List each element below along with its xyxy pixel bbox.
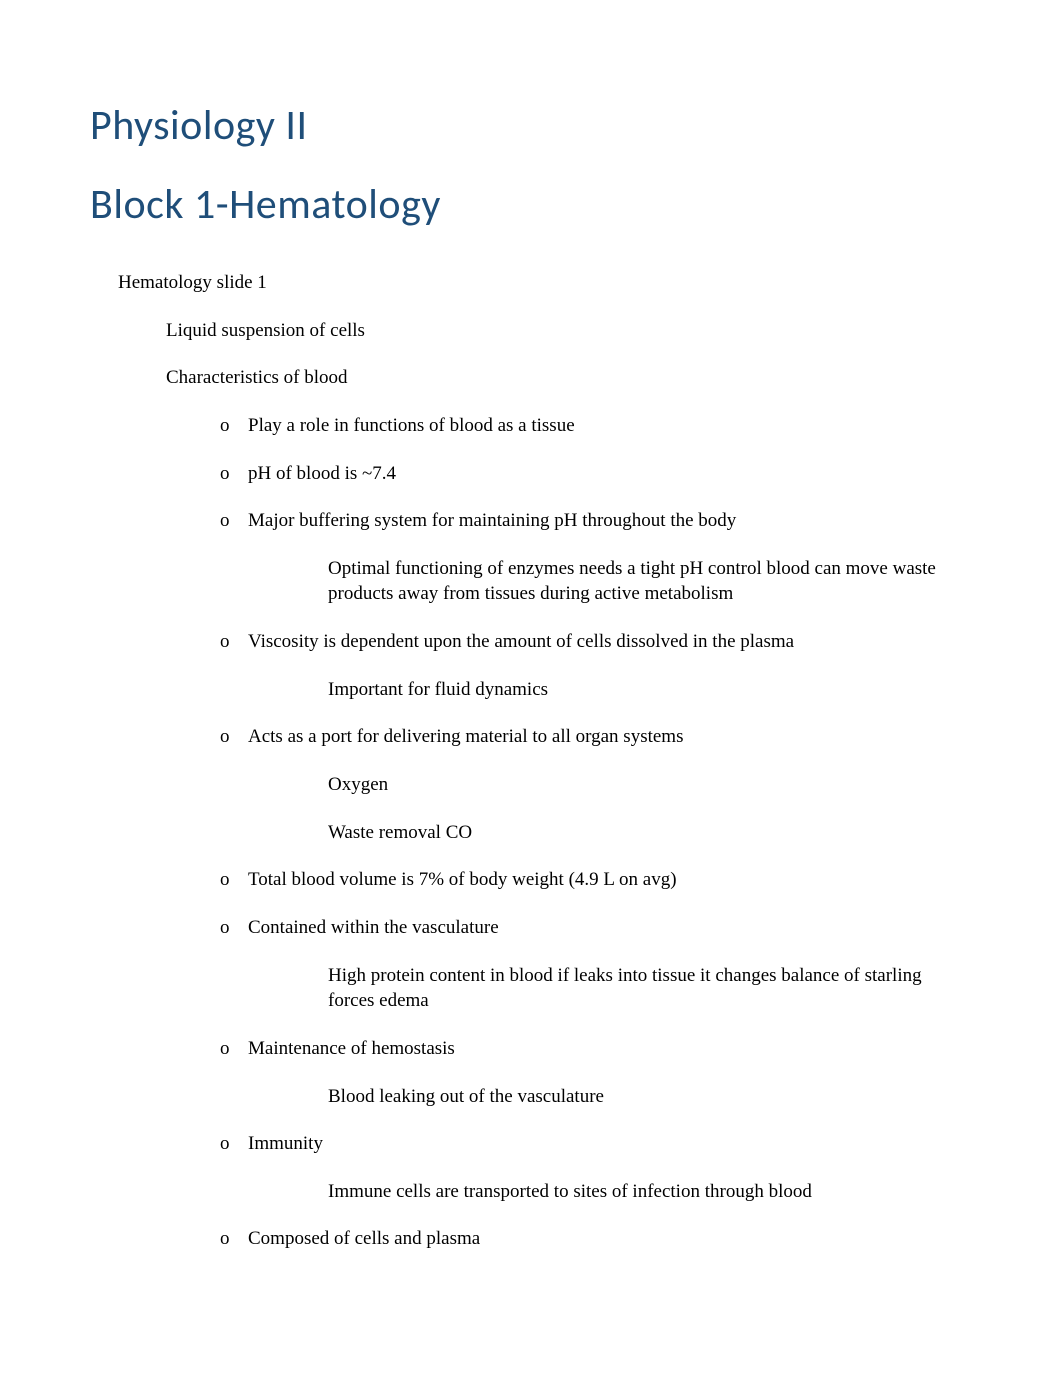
outline-item: Important for fluid dynamics — [300, 677, 972, 703]
outline-item: oTotal blood volume is 7% of body weight… — [220, 867, 972, 893]
outline-item: oComposed of cells and plasma — [220, 1226, 972, 1252]
bullet-circle-icon: o — [220, 629, 248, 655]
outline-item-text: Acts as a port for delivering material t… — [248, 724, 972, 750]
outline-item-text: Important for fluid dynamics — [328, 677, 972, 703]
outline-item: Blood leaking out of the vasculature — [300, 1084, 972, 1110]
outline-item: oViscosity is dependent upon the amount … — [220, 629, 972, 655]
document-page: Physiology II Block 1-Hematology Hematol… — [0, 0, 1062, 1354]
outline-item-text: Characteristics of blood — [166, 365, 972, 391]
outline-item: Characteristics of blood — [138, 365, 972, 391]
outline-item: oMajor buffering system for maintaining … — [220, 508, 972, 534]
outline-item: Waste removal CO — [300, 820, 972, 846]
outline-item-text: Major buffering system for maintaining p… — [248, 508, 972, 534]
bullet-circle-icon: o — [220, 1036, 248, 1062]
outline-item-text: Immune cells are transported to sites of… — [328, 1179, 972, 1205]
bullet-circle-icon: o — [220, 413, 248, 439]
outline-item: Immune cells are transported to sites of… — [300, 1179, 972, 1205]
outline-item-text: Maintenance of hemostasis — [248, 1036, 972, 1062]
outline-item-text: Liquid suspension of cells — [166, 318, 972, 344]
outline-item: oContained within the vasculature — [220, 915, 972, 941]
outline-item-text: Composed of cells and plasma — [248, 1226, 972, 1252]
bullet-circle-icon: o — [220, 1226, 248, 1252]
bullet-circle-icon: o — [220, 461, 248, 487]
outline-item: oMaintenance of hemostasis — [220, 1036, 972, 1062]
outline-item-text: Play a role in functions of blood as a t… — [248, 413, 972, 439]
outline-item-text: Hematology slide 1 — [118, 270, 972, 296]
outline-item: Liquid suspension of cells — [138, 318, 972, 344]
outline-item: High protein content in blood if leaks i… — [300, 963, 972, 1014]
outline-item-text: Oxygen — [328, 772, 972, 798]
outline-item: oActs as a port for delivering material … — [220, 724, 972, 750]
outline-item-text: Blood leaking out of the vasculature — [328, 1084, 972, 1110]
outline-item-text: Waste removal CO — [328, 820, 972, 846]
bullet-circle-icon: o — [220, 915, 248, 941]
outline-item-text: Viscosity is dependent upon the amount o… — [248, 629, 972, 655]
outline-item-text: Optimal functioning of enzymes needs a t… — [328, 556, 972, 607]
outline-item-text: Contained within the vasculature — [248, 915, 972, 941]
outline-item: Hematology slide 1 — [90, 270, 972, 296]
outline-item: opH of blood is ~7.4 — [220, 461, 972, 487]
bullet-circle-icon: o — [220, 867, 248, 893]
document-title-1: Physiology II — [90, 100, 972, 151]
bullet-circle-icon: o — [220, 1131, 248, 1157]
outline-item: oPlay a role in functions of blood as a … — [220, 413, 972, 439]
outline-item-text: High protein content in blood if leaks i… — [328, 963, 972, 1014]
outline-item: Optimal functioning of enzymes needs a t… — [300, 556, 972, 607]
outline-item: oImmunity — [220, 1131, 972, 1157]
outline-item-text: Immunity — [248, 1131, 972, 1157]
outline-item: Oxygen — [300, 772, 972, 798]
outline-item-text: Total blood volume is 7% of body weight … — [248, 867, 972, 893]
document-title-2: Block 1-Hematology — [90, 179, 972, 230]
outline-list: Hematology slide 1 Liquid suspension of c… — [90, 270, 972, 1252]
bullet-circle-icon: o — [220, 508, 248, 534]
outline-item-text: pH of blood is ~7.4 — [248, 461, 972, 487]
bullet-circle-icon: o — [220, 724, 248, 750]
